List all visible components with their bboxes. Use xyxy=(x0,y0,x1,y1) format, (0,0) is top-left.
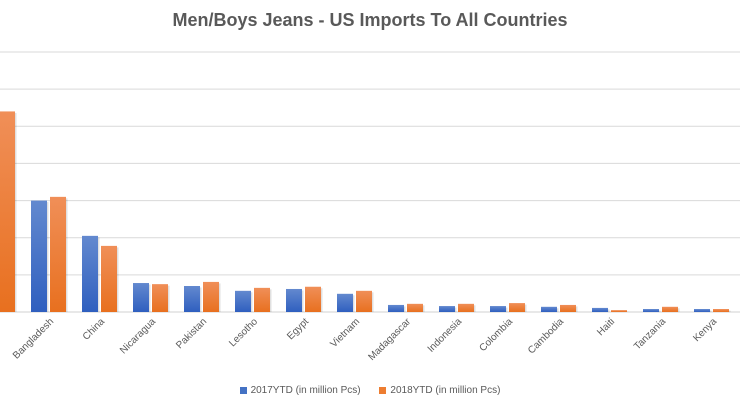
x-tick-label: Indonesia xyxy=(426,316,465,355)
bar-2017-tanzania[interactable] xyxy=(643,309,659,312)
bar-2017-colombia[interactable] xyxy=(490,306,506,312)
bar-2017-kenya[interactable] xyxy=(694,309,710,312)
bar-2017-bangladesh[interactable] xyxy=(31,200,47,312)
bar-2017-haiti[interactable] xyxy=(592,307,608,312)
x-tick-label: Lesotho xyxy=(227,316,260,349)
bar-2017-madagascar[interactable] xyxy=(388,304,404,312)
x-tick-label: China xyxy=(81,316,108,343)
x-tick-label: Madagascar xyxy=(366,316,413,363)
x-tick-label: Pakistan xyxy=(174,316,209,351)
bar-2017-china[interactable] xyxy=(82,235,98,312)
x-tick-label: Tanzania xyxy=(632,316,668,352)
legend-swatch-2018 xyxy=(379,386,387,394)
legend-item-2017[interactable]: 2017YTD (in million Pcs) xyxy=(239,385,361,396)
legend-swatch-2017 xyxy=(239,386,247,394)
legend-label-2017: 2017YTD (in million Pcs) xyxy=(250,385,361,396)
x-tick-label: Colombia xyxy=(477,316,515,354)
bar-2018-indonesia[interactable] xyxy=(458,303,474,312)
bar-2018-china[interactable] xyxy=(101,245,117,312)
legend: 2017YTD (in million Pcs) 2018YTD (in mil… xyxy=(0,385,740,396)
bar-2018-nicaragua[interactable] xyxy=(152,284,168,312)
legend-item-2018[interactable]: 2018YTD (in million Pcs) xyxy=(379,385,500,396)
x-tick-label: Nicaragua xyxy=(118,316,158,356)
bar-2017-lesotho[interactable] xyxy=(235,290,251,312)
x-tick-label: Vietnam xyxy=(329,316,363,350)
x-tick-label: Cambodia xyxy=(526,316,566,356)
chart-title: Men/Boys Jeans - US Imports To All Count… xyxy=(172,10,568,30)
bar-2018-pakistan[interactable] xyxy=(203,281,219,312)
x-tick-label: Egypt xyxy=(285,316,311,342)
bar-2018-colombia[interactable] xyxy=(509,303,525,312)
bar-2017-egypt[interactable] xyxy=(286,288,302,312)
bar-2017-vietnam[interactable] xyxy=(337,293,353,312)
bar-2018-lesotho[interactable] xyxy=(254,287,270,312)
x-tick-label: Bangladesh xyxy=(11,316,56,361)
bar-2017-cambodia[interactable] xyxy=(541,306,557,312)
bar-2018-madagascar[interactable] xyxy=(407,303,423,312)
bar-2018-kenya[interactable] xyxy=(713,309,729,312)
bar-2017-nicaragua[interactable] xyxy=(133,283,149,312)
bar-2018-vietnam[interactable] xyxy=(356,290,372,312)
legend-label-2018: 2018YTD (in million Pcs) xyxy=(390,385,501,396)
bar-2017-indonesia[interactable] xyxy=(439,306,455,312)
bar-2018-bangladesh[interactable] xyxy=(50,196,66,312)
x-tick-label: Kenya xyxy=(691,316,719,344)
bar-2017-pakistan[interactable] xyxy=(184,286,200,312)
bar-2018-tanzania[interactable] xyxy=(662,306,678,312)
bar-2018-haiti[interactable] xyxy=(611,310,627,312)
bar-2018-cambodia[interactable] xyxy=(560,304,576,312)
bar-2018[interactable] xyxy=(0,111,15,312)
x-tick-label: Haiti xyxy=(595,316,617,338)
bar-2018-egypt[interactable] xyxy=(305,286,321,312)
